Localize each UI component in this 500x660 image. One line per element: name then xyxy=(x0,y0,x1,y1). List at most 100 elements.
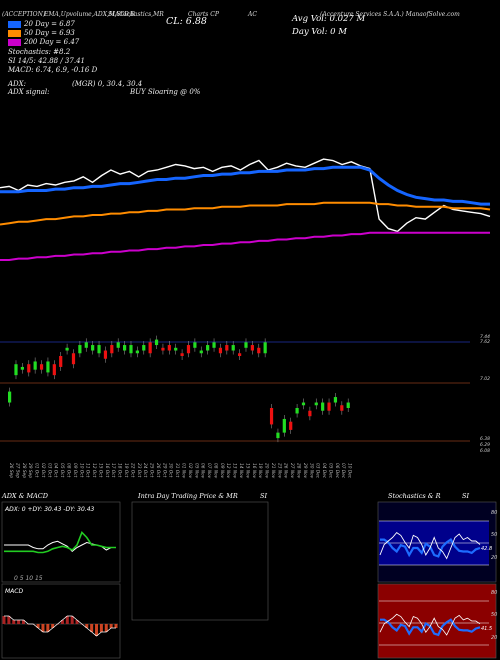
candle xyxy=(212,342,216,348)
macd-bar xyxy=(85,624,89,628)
candle xyxy=(123,345,127,351)
x-tick-label: 15 Nov xyxy=(244,463,250,479)
candle xyxy=(116,342,120,348)
x-tick-label: 02 Oct xyxy=(40,463,46,478)
header-indicators: EMA,Upvolume,ADX,MACD,R xyxy=(44,11,136,18)
candle xyxy=(135,350,139,354)
x-tick-label: 31 Oct xyxy=(174,463,180,478)
legend-200-day: 200 Day = 6.47 xyxy=(8,38,79,46)
candle xyxy=(180,353,184,356)
macd-bar xyxy=(75,620,79,624)
adx-values: ADX: 0 +DY: 30.43 -DY: 30.43 xyxy=(4,506,95,513)
x-tick-label: 26 Oct xyxy=(155,463,161,478)
price-level-2: 7.62 xyxy=(480,339,490,345)
x-tick-label: 26 Nov xyxy=(283,463,289,479)
macd-bar xyxy=(46,624,50,632)
intraday-title: Intra Day Trading Price & MR xyxy=(138,492,238,500)
candle xyxy=(301,402,306,406)
x-tick-label: 08 Oct xyxy=(66,463,72,478)
price-level-3: 7.02 xyxy=(480,376,490,382)
candle xyxy=(206,345,210,351)
avg-volume: Avg Vol: 0.027 M xyxy=(292,14,366,24)
macd-bar xyxy=(2,616,6,624)
candle xyxy=(238,353,242,356)
adx-bottom-ticks: 0 5 10 15 xyxy=(14,575,43,582)
candle xyxy=(333,397,338,403)
x-tick-label: 19 Oct xyxy=(123,463,129,478)
candle xyxy=(39,364,44,370)
candle xyxy=(308,410,312,417)
x-tick-label: 16 Oct xyxy=(104,463,110,478)
pdy-line xyxy=(4,531,116,554)
candle xyxy=(289,421,293,430)
x-tick-label: 15 Oct xyxy=(97,463,103,478)
x-tick-label: 19 Nov xyxy=(257,463,263,479)
info-buy-signal: BUY Sloaring @ 0% xyxy=(130,88,201,96)
stoch-title: Stochastics & R xyxy=(388,492,441,500)
macd-bar xyxy=(99,624,103,632)
x-tick-label: 12 Nov xyxy=(225,463,231,479)
legend-swatch-20 xyxy=(8,20,21,28)
macd-bar xyxy=(7,616,11,624)
x-tick-label: 27 Sep xyxy=(14,463,20,478)
x-tick-label: 25 Oct xyxy=(149,463,155,478)
header-stoch: SI,Stochastics,MR xyxy=(108,11,164,18)
macd-bar xyxy=(70,616,74,624)
candle xyxy=(91,345,95,351)
candle xyxy=(33,361,37,370)
si-tick-50: 50 xyxy=(491,612,497,618)
candle xyxy=(46,361,50,373)
macd-bar xyxy=(95,624,99,636)
x-tick-label: 29 Sep xyxy=(27,463,33,478)
candle xyxy=(154,339,159,346)
x-tick-label: 05 Nov xyxy=(193,463,199,479)
candle xyxy=(71,353,76,365)
candle xyxy=(110,345,114,354)
x-tick-label: 02 Nov xyxy=(187,463,193,479)
header-company: (Accenture Services S.A.A.) ManaofSolve.… xyxy=(320,11,460,18)
candle xyxy=(282,418,286,433)
legend-swatch-50 xyxy=(8,29,21,37)
macd-bar xyxy=(114,624,118,628)
x-tick-label: 06 Dec xyxy=(334,463,340,479)
macd-line xyxy=(4,615,116,637)
series-line-50-day xyxy=(0,201,491,226)
x-tick-label: 26 Sep xyxy=(8,463,14,478)
stoch-si: SI xyxy=(462,492,470,500)
legend-20-day: 20 Day = 6.87 xyxy=(8,20,75,28)
info-adx-signal: ADX signal: xyxy=(8,88,50,96)
macd-bar xyxy=(51,624,55,628)
x-tick-label: 17 Oct xyxy=(110,463,116,478)
x-tick-label: 04 Oct xyxy=(53,463,59,478)
adx-macd-title: ADX & MACD xyxy=(2,492,48,500)
candle xyxy=(78,345,82,354)
legend-label-50: 50 Day = 6.93 xyxy=(24,29,75,37)
candle xyxy=(174,347,178,351)
x-tick-label: 03 Oct xyxy=(46,463,52,478)
info-si: SI 14/5: 42.88 / 37.41 xyxy=(8,57,85,65)
candle xyxy=(263,342,267,354)
stoch-tick-20: 20 xyxy=(491,555,497,561)
info-adx-values: (MGR) 0, 30.4, 30.4 xyxy=(72,80,143,88)
x-tick-label: 08 Nov xyxy=(212,463,218,479)
stoch-value: 42.8 xyxy=(481,546,492,552)
candle xyxy=(199,350,203,354)
header-symbol: (ACCEPTION) xyxy=(2,11,46,18)
info-macd: MACD: 6.74, 6.9, -0.16 D xyxy=(8,66,98,74)
si-panel xyxy=(377,583,497,659)
candle xyxy=(269,408,274,425)
candle xyxy=(231,345,235,351)
candle xyxy=(84,342,88,348)
candle xyxy=(346,402,350,408)
x-tick-label: 27 Nov xyxy=(289,463,295,479)
candle xyxy=(148,342,152,354)
x-tick-label: 13 Nov xyxy=(232,463,238,479)
price-level-5: 6.29 xyxy=(480,442,490,448)
candle xyxy=(257,347,261,354)
x-tick-label: 18 Oct xyxy=(117,463,123,478)
macd-bar xyxy=(60,620,64,624)
candle xyxy=(103,350,108,359)
x-tick-label: 20 Nov xyxy=(264,463,270,479)
intraday-panel xyxy=(131,501,269,621)
x-tick-label: 06 Nov xyxy=(200,463,206,479)
